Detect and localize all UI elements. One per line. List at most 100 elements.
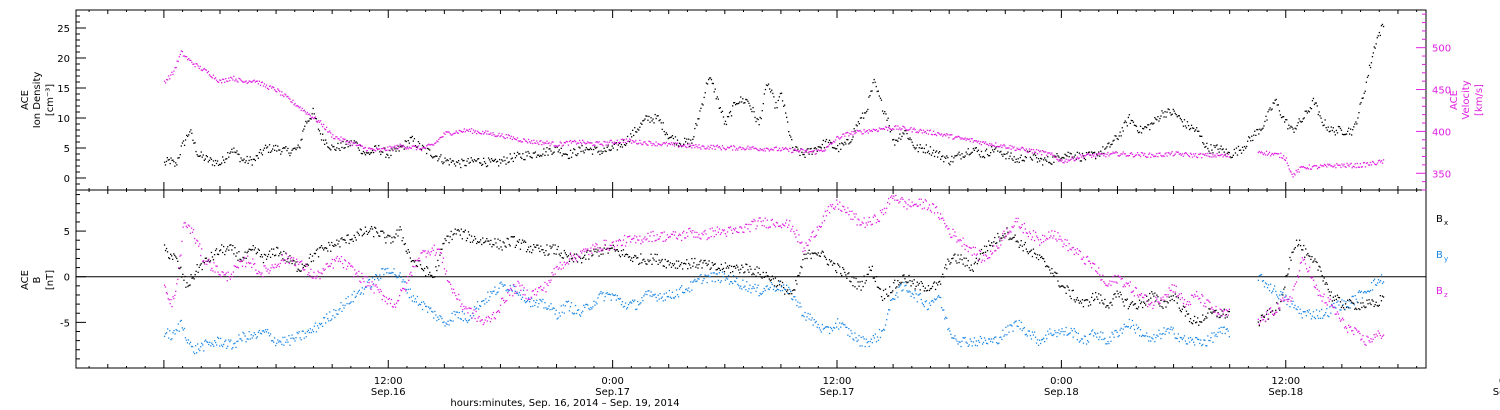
data-point <box>505 134 507 136</box>
data-point <box>1001 338 1003 341</box>
data-point <box>976 141 978 143</box>
data-point <box>813 149 815 152</box>
data-point <box>669 136 671 139</box>
data-point <box>950 160 952 163</box>
marks-layer <box>163 23 1385 355</box>
data-point <box>1115 151 1117 153</box>
data-point <box>749 146 751 149</box>
data-point <box>1375 301 1377 303</box>
data-point <box>1079 160 1081 162</box>
data-point <box>985 342 988 344</box>
data-point <box>852 136 854 138</box>
data-point <box>364 154 367 156</box>
data-point <box>874 129 876 131</box>
data-point <box>700 107 702 109</box>
data-point <box>937 296 939 298</box>
data-point <box>538 143 540 146</box>
data-point <box>266 146 269 148</box>
data-point <box>435 155 437 157</box>
data-point <box>883 298 886 300</box>
data-point <box>398 229 400 231</box>
data-point <box>498 248 500 250</box>
data-point <box>379 151 381 153</box>
data-point <box>1106 153 1108 156</box>
data-point <box>1127 308 1129 310</box>
data-point <box>601 152 603 154</box>
data-point <box>762 103 764 105</box>
data-point <box>1340 306 1343 309</box>
data-point <box>723 123 726 125</box>
data-point <box>1043 159 1045 161</box>
data-point <box>363 152 366 154</box>
data-point <box>348 140 350 142</box>
data-point <box>841 274 843 277</box>
data-point <box>1031 331 1034 333</box>
data-point <box>407 249 409 251</box>
data-point <box>480 132 482 135</box>
data-point <box>935 282 938 284</box>
data-point <box>927 285 930 287</box>
data-point <box>361 153 363 155</box>
data-point <box>1179 336 1181 339</box>
data-point <box>314 117 316 120</box>
data-point <box>903 281 905 284</box>
data-point <box>1265 313 1268 315</box>
data-point <box>753 111 755 113</box>
data-point <box>242 331 244 333</box>
y-tick-label: -5 <box>60 318 70 329</box>
data-point <box>830 143 833 145</box>
data-point <box>688 262 690 265</box>
data-point <box>843 268 845 271</box>
data-point <box>1180 311 1182 313</box>
data-point <box>813 252 815 254</box>
data-point <box>818 146 820 148</box>
data-point <box>671 144 674 146</box>
data-point <box>1324 163 1326 166</box>
data-point <box>657 115 659 117</box>
data-point <box>1100 150 1102 152</box>
data-point <box>618 298 621 300</box>
data-point <box>770 279 772 281</box>
data-point <box>654 293 656 295</box>
data-point <box>1360 102 1362 104</box>
data-point <box>318 322 321 325</box>
data-point <box>1324 119 1326 121</box>
data-point <box>817 149 819 151</box>
data-point <box>639 139 641 141</box>
data-point <box>1332 296 1334 298</box>
data-point <box>805 319 807 321</box>
data-point <box>1111 143 1113 145</box>
data-point <box>369 228 372 230</box>
data-point <box>1223 326 1225 328</box>
data-point <box>290 337 292 339</box>
data-point <box>729 281 732 283</box>
data-point <box>435 314 437 316</box>
data-point <box>1092 329 1094 331</box>
data-point <box>1300 121 1302 123</box>
data-point <box>1187 337 1190 339</box>
data-point <box>718 272 720 274</box>
data-point <box>1377 160 1380 162</box>
data-point <box>947 328 949 331</box>
data-point <box>625 143 628 145</box>
data-point <box>314 116 317 118</box>
data-point <box>712 144 714 147</box>
data-point <box>1227 153 1229 155</box>
data-point <box>945 264 947 266</box>
data-point <box>1213 156 1215 158</box>
data-point <box>528 138 530 141</box>
data-point <box>939 280 941 283</box>
data-point <box>1338 164 1340 166</box>
data-point <box>810 147 812 150</box>
data-point <box>810 257 812 260</box>
data-point <box>978 341 981 343</box>
data-point <box>1107 305 1109 307</box>
data-point <box>1365 81 1367 83</box>
data-point <box>1013 156 1015 158</box>
data-point <box>294 340 296 342</box>
data-point <box>206 341 208 343</box>
data-point <box>1040 157 1042 160</box>
data-point <box>1053 161 1055 163</box>
data-point <box>443 132 445 134</box>
data-point <box>836 136 838 138</box>
